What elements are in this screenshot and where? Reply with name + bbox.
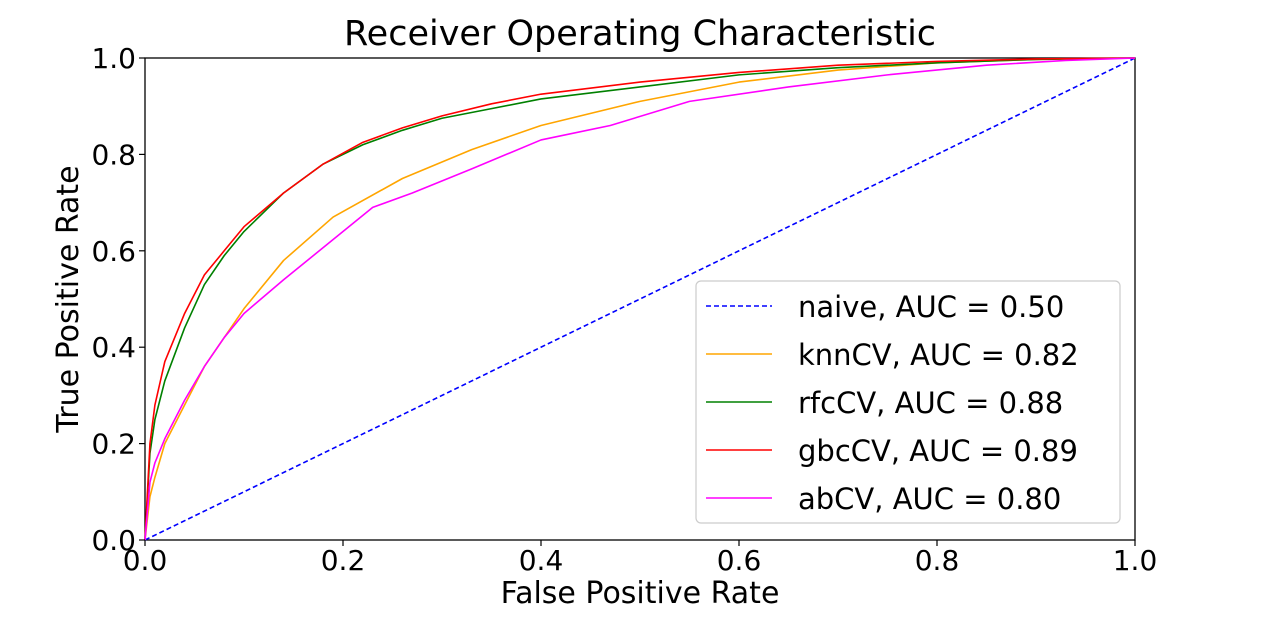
series-line-2 xyxy=(144,57,1136,541)
y-axis-ticks: 0.0 0.2 0.4 0.6 0.8 1.0 xyxy=(91,42,145,557)
chart-title: Receiver Operating Characteristic xyxy=(344,14,936,54)
legend-items: naive, AUC = 0.50 knnCV, AUC = 0.82 rfcCV,… xyxy=(706,290,1079,516)
x-tick-label: 0.2 xyxy=(321,544,366,577)
legend-label-3: gbcCV, AUC = 0.89 xyxy=(798,434,1078,468)
series-line-1 xyxy=(144,57,1136,541)
y-tick-label: 0.8 xyxy=(91,138,136,171)
legend-label-0: naive, AUC = 0.50 xyxy=(798,290,1064,324)
series-line-3 xyxy=(144,57,1136,541)
legend: naive, AUC = 0.50 knnCV, AUC = 0.82 rfcCV,… xyxy=(695,280,1121,524)
series-line-4 xyxy=(144,57,1136,541)
series-layer xyxy=(144,57,1136,541)
y-tick-label: 1.0 xyxy=(91,42,136,75)
x-axis-label: False Positive Rate xyxy=(501,576,780,611)
y-tick-label: 0.0 xyxy=(91,524,136,557)
y-axis-label: True Positive Rate xyxy=(51,165,86,433)
x-tick-label: 0.4 xyxy=(519,544,564,577)
x-tick-label: 1.0 xyxy=(1113,544,1158,577)
x-axis-ticks: 0.0 0.2 0.4 0.6 0.8 1.0 xyxy=(123,540,1158,577)
legend-box xyxy=(695,280,1121,524)
y-tick-label: 0.4 xyxy=(91,331,136,364)
y-tick-label: 0.6 xyxy=(91,235,136,268)
x-tick-label: 0.6 xyxy=(717,544,762,577)
y-tick-label: 0.2 xyxy=(91,428,136,461)
legend-label-4: abCV, AUC = 0.80 xyxy=(798,482,1061,516)
legend-label-2: rfcCV, AUC = 0.88 xyxy=(798,386,1063,420)
legend-label-1: knnCV, AUC = 0.82 xyxy=(798,338,1079,372)
x-tick-label: 0.8 xyxy=(915,544,960,577)
x-tick-label: 0.0 xyxy=(123,544,168,577)
